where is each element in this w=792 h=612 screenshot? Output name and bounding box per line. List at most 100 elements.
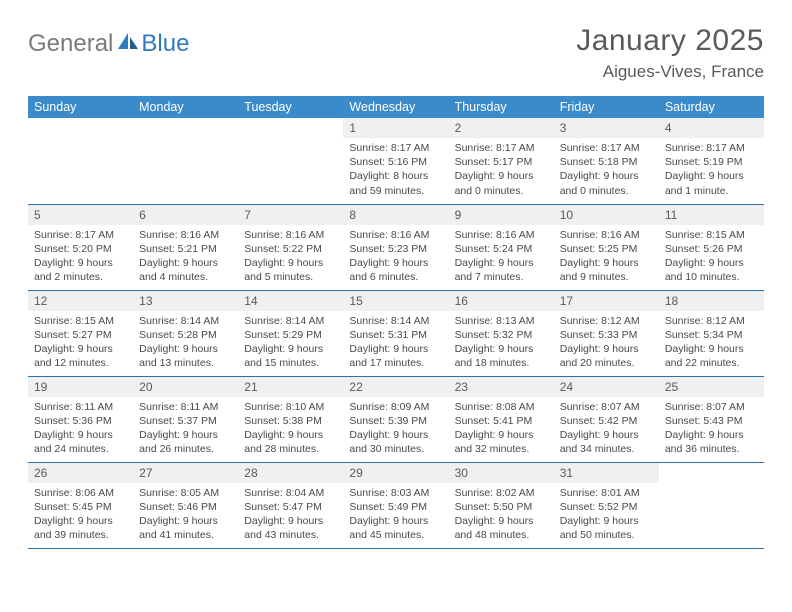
sunset-text: Sunset: 5:16 PM xyxy=(349,155,442,169)
day-body: Sunrise: 8:14 AMSunset: 5:28 PMDaylight:… xyxy=(133,311,238,375)
daylight-text: Daylight: 9 hours and 2 minutes. xyxy=(34,256,127,284)
sunset-text: Sunset: 5:17 PM xyxy=(455,155,548,169)
brand-part1: General xyxy=(28,30,113,58)
sunrise-text: Sunrise: 8:17 AM xyxy=(455,141,548,155)
calendar-day-cell: 31Sunrise: 8:01 AMSunset: 5:52 PMDayligh… xyxy=(554,462,659,548)
day-body: Sunrise: 8:16 AMSunset: 5:24 PMDaylight:… xyxy=(449,225,554,289)
sunset-text: Sunset: 5:47 PM xyxy=(244,500,337,514)
daylight-text: Daylight: 9 hours and 48 minutes. xyxy=(455,514,548,542)
day-number: 29 xyxy=(343,463,448,483)
daylight-text: Daylight: 9 hours and 17 minutes. xyxy=(349,342,442,370)
calendar-day-cell: 15Sunrise: 8:14 AMSunset: 5:31 PMDayligh… xyxy=(343,290,448,376)
daylight-text: Daylight: 9 hours and 45 minutes. xyxy=(349,514,442,542)
day-number: 13 xyxy=(133,291,238,311)
calendar-table: SundayMondayTuesdayWednesdayThursdayFrid… xyxy=(28,96,764,549)
calendar-day-cell: 18Sunrise: 8:12 AMSunset: 5:34 PMDayligh… xyxy=(659,290,764,376)
day-body: Sunrise: 8:10 AMSunset: 5:38 PMDaylight:… xyxy=(238,397,343,461)
day-body: Sunrise: 8:14 AMSunset: 5:29 PMDaylight:… xyxy=(238,311,343,375)
brand-logo: General Blue xyxy=(28,30,189,58)
sunrise-text: Sunrise: 8:11 AM xyxy=(139,400,232,414)
day-number: 20 xyxy=(133,377,238,397)
daylight-text: Daylight: 9 hours and 15 minutes. xyxy=(244,342,337,370)
daylight-text: Daylight: 9 hours and 34 minutes. xyxy=(560,428,653,456)
daylight-text: Daylight: 9 hours and 22 minutes. xyxy=(665,342,758,370)
daylight-text: Daylight: 9 hours and 18 minutes. xyxy=(455,342,548,370)
sunrise-text: Sunrise: 8:15 AM xyxy=(665,228,758,242)
weekday-header: Tuesday xyxy=(238,96,343,118)
day-body: Sunrise: 8:07 AMSunset: 5:42 PMDaylight:… xyxy=(554,397,659,461)
day-body: Sunrise: 8:05 AMSunset: 5:46 PMDaylight:… xyxy=(133,483,238,547)
sunrise-text: Sunrise: 8:14 AM xyxy=(244,314,337,328)
day-number: 24 xyxy=(554,377,659,397)
day-number: 15 xyxy=(343,291,448,311)
day-number: 9 xyxy=(449,205,554,225)
day-body: Sunrise: 8:11 AMSunset: 5:37 PMDaylight:… xyxy=(133,397,238,461)
weekday-header: Wednesday xyxy=(343,96,448,118)
calendar-day-cell: 23Sunrise: 8:08 AMSunset: 5:41 PMDayligh… xyxy=(449,376,554,462)
sunset-text: Sunset: 5:22 PM xyxy=(244,242,337,256)
day-number: 2 xyxy=(449,118,554,138)
sunrise-text: Sunrise: 8:16 AM xyxy=(349,228,442,242)
sunrise-text: Sunrise: 8:11 AM xyxy=(34,400,127,414)
day-number: 26 xyxy=(28,463,133,483)
day-body: Sunrise: 8:12 AMSunset: 5:34 PMDaylight:… xyxy=(659,311,764,375)
sunset-text: Sunset: 5:28 PM xyxy=(139,328,232,342)
calendar-day-cell: 26Sunrise: 8:06 AMSunset: 5:45 PMDayligh… xyxy=(28,462,133,548)
daylight-text: Daylight: 9 hours and 4 minutes. xyxy=(139,256,232,284)
day-number: 7 xyxy=(238,205,343,225)
sunset-text: Sunset: 5:36 PM xyxy=(34,414,127,428)
daylight-text: Daylight: 9 hours and 39 minutes. xyxy=(34,514,127,542)
daylight-text: Daylight: 9 hours and 5 minutes. xyxy=(244,256,337,284)
calendar-week-row: 5Sunrise: 8:17 AMSunset: 5:20 PMDaylight… xyxy=(28,204,764,290)
calendar-thead: SundayMondayTuesdayWednesdayThursdayFrid… xyxy=(28,96,764,118)
calendar-body: 1Sunrise: 8:17 AMSunset: 5:16 PMDaylight… xyxy=(28,118,764,548)
calendar-day-cell: 3Sunrise: 8:17 AMSunset: 5:18 PMDaylight… xyxy=(554,118,659,204)
sunset-text: Sunset: 5:29 PM xyxy=(244,328,337,342)
sunrise-text: Sunrise: 8:02 AM xyxy=(455,486,548,500)
day-number: 28 xyxy=(238,463,343,483)
calendar-day-cell xyxy=(238,118,343,204)
day-body: Sunrise: 8:17 AMSunset: 5:18 PMDaylight:… xyxy=(554,138,659,202)
sunset-text: Sunset: 5:20 PM xyxy=(34,242,127,256)
daylight-text: Daylight: 9 hours and 41 minutes. xyxy=(139,514,232,542)
day-body: Sunrise: 8:16 AMSunset: 5:21 PMDaylight:… xyxy=(133,225,238,289)
sunrise-text: Sunrise: 8:03 AM xyxy=(349,486,442,500)
calendar-page: General Blue January 2025 Aigues-Vives, … xyxy=(0,0,792,573)
daylight-text: Daylight: 9 hours and 13 minutes. xyxy=(139,342,232,370)
sunrise-text: Sunrise: 8:16 AM xyxy=(244,228,337,242)
calendar-week-row: 26Sunrise: 8:06 AMSunset: 5:45 PMDayligh… xyxy=(28,462,764,548)
weekday-header: Monday xyxy=(133,96,238,118)
day-body: Sunrise: 8:06 AMSunset: 5:45 PMDaylight:… xyxy=(28,483,133,547)
sunrise-text: Sunrise: 8:14 AM xyxy=(139,314,232,328)
sunrise-text: Sunrise: 8:08 AM xyxy=(455,400,548,414)
page-header: General Blue January 2025 Aigues-Vives, … xyxy=(28,24,764,82)
weekday-header: Thursday xyxy=(449,96,554,118)
daylight-text: Daylight: 9 hours and 43 minutes. xyxy=(244,514,337,542)
day-number: 19 xyxy=(28,377,133,397)
calendar-week-row: 12Sunrise: 8:15 AMSunset: 5:27 PMDayligh… xyxy=(28,290,764,376)
sunset-text: Sunset: 5:31 PM xyxy=(349,328,442,342)
sunset-text: Sunset: 5:45 PM xyxy=(34,500,127,514)
calendar-day-cell: 24Sunrise: 8:07 AMSunset: 5:42 PMDayligh… xyxy=(554,376,659,462)
day-body: Sunrise: 8:17 AMSunset: 5:17 PMDaylight:… xyxy=(449,138,554,202)
calendar-day-cell: 22Sunrise: 8:09 AMSunset: 5:39 PMDayligh… xyxy=(343,376,448,462)
daylight-text: Daylight: 9 hours and 24 minutes. xyxy=(34,428,127,456)
sunrise-text: Sunrise: 8:05 AM xyxy=(139,486,232,500)
day-body: Sunrise: 8:07 AMSunset: 5:43 PMDaylight:… xyxy=(659,397,764,461)
calendar-day-cell: 16Sunrise: 8:13 AMSunset: 5:32 PMDayligh… xyxy=(449,290,554,376)
calendar-day-cell: 13Sunrise: 8:14 AMSunset: 5:28 PMDayligh… xyxy=(133,290,238,376)
day-number: 22 xyxy=(343,377,448,397)
sunset-text: Sunset: 5:41 PM xyxy=(455,414,548,428)
day-body: Sunrise: 8:17 AMSunset: 5:20 PMDaylight:… xyxy=(28,225,133,289)
location-label: Aigues-Vives, France xyxy=(576,62,764,82)
calendar-day-cell xyxy=(133,118,238,204)
day-body: Sunrise: 8:01 AMSunset: 5:52 PMDaylight:… xyxy=(554,483,659,547)
calendar-day-cell: 9Sunrise: 8:16 AMSunset: 5:24 PMDaylight… xyxy=(449,204,554,290)
calendar-day-cell: 17Sunrise: 8:12 AMSunset: 5:33 PMDayligh… xyxy=(554,290,659,376)
daylight-text: Daylight: 9 hours and 50 minutes. xyxy=(560,514,653,542)
sunset-text: Sunset: 5:42 PM xyxy=(560,414,653,428)
day-body: Sunrise: 8:16 AMSunset: 5:22 PMDaylight:… xyxy=(238,225,343,289)
sunset-text: Sunset: 5:33 PM xyxy=(560,328,653,342)
day-body: Sunrise: 8:12 AMSunset: 5:33 PMDaylight:… xyxy=(554,311,659,375)
daylight-text: Daylight: 9 hours and 30 minutes. xyxy=(349,428,442,456)
